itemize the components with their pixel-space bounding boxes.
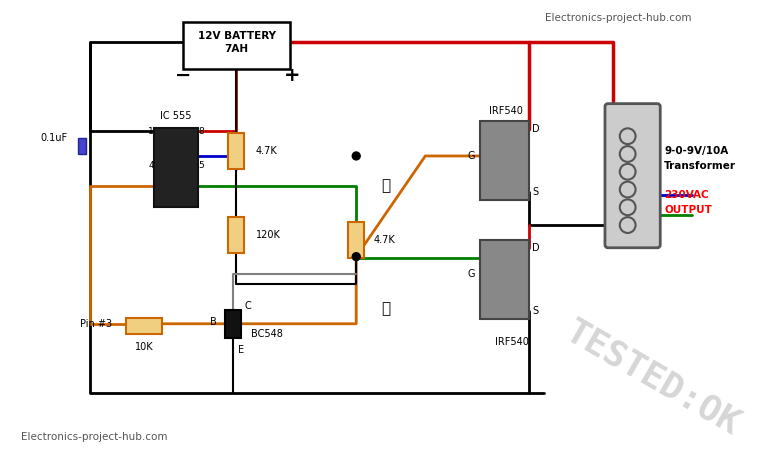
Text: 4.7K: 4.7K	[256, 146, 277, 156]
Text: D: D	[532, 124, 540, 134]
Text: Ⓑ: Ⓑ	[381, 301, 390, 316]
Text: IRF540: IRF540	[489, 106, 523, 116]
Text: Electronics-project-hub.com: Electronics-project-hub.com	[21, 432, 167, 442]
Text: C: C	[245, 301, 251, 311]
Text: S: S	[532, 187, 538, 197]
Circle shape	[353, 152, 360, 160]
Bar	[349, 222, 364, 258]
Text: B: B	[210, 317, 217, 327]
Text: Ⓐ: Ⓐ	[381, 178, 390, 193]
Text: 7AH: 7AH	[225, 44, 249, 55]
Bar	[126, 318, 162, 333]
Text: IRF540: IRF540	[495, 337, 529, 347]
Text: 120K: 120K	[256, 230, 280, 240]
Text: G: G	[467, 151, 475, 161]
Bar	[184, 22, 290, 69]
Text: 4.7K: 4.7K	[374, 235, 396, 245]
Text: 0.1uF: 0.1uF	[41, 133, 68, 143]
Bar	[479, 240, 529, 319]
Text: +: +	[284, 65, 300, 85]
Text: BC548: BC548	[250, 329, 283, 338]
Text: TESTED:OK: TESTED:OK	[559, 314, 746, 442]
Bar	[78, 138, 86, 154]
Text: D: D	[532, 243, 540, 253]
Text: −: −	[175, 65, 192, 85]
Text: 5: 5	[198, 161, 204, 170]
Text: 9-0-9V/10A: 9-0-9V/10A	[664, 146, 728, 156]
Text: IC 555: IC 555	[160, 111, 191, 121]
Text: S: S	[532, 306, 538, 316]
Text: Transformer: Transformer	[664, 161, 737, 171]
Text: 230VAC: 230VAC	[664, 191, 709, 201]
Text: 12V BATTERY: 12V BATTERY	[198, 31, 276, 41]
Text: E: E	[237, 345, 243, 355]
FancyBboxPatch shape	[605, 104, 660, 248]
Text: Electronics-project-hub.com: Electronics-project-hub.com	[545, 13, 692, 23]
Text: 8: 8	[198, 127, 204, 136]
Text: 4: 4	[148, 161, 154, 170]
Circle shape	[353, 253, 360, 261]
Text: G: G	[467, 269, 475, 279]
Text: OUTPUT: OUTPUT	[664, 205, 712, 215]
Text: Pin #3: Pin #3	[80, 319, 112, 329]
Bar	[154, 128, 198, 207]
Text: 10K: 10K	[134, 342, 154, 352]
Bar	[228, 217, 243, 253]
Bar	[228, 133, 243, 169]
Bar	[479, 121, 529, 201]
Bar	[225, 310, 240, 338]
Text: 1: 1	[148, 127, 154, 136]
